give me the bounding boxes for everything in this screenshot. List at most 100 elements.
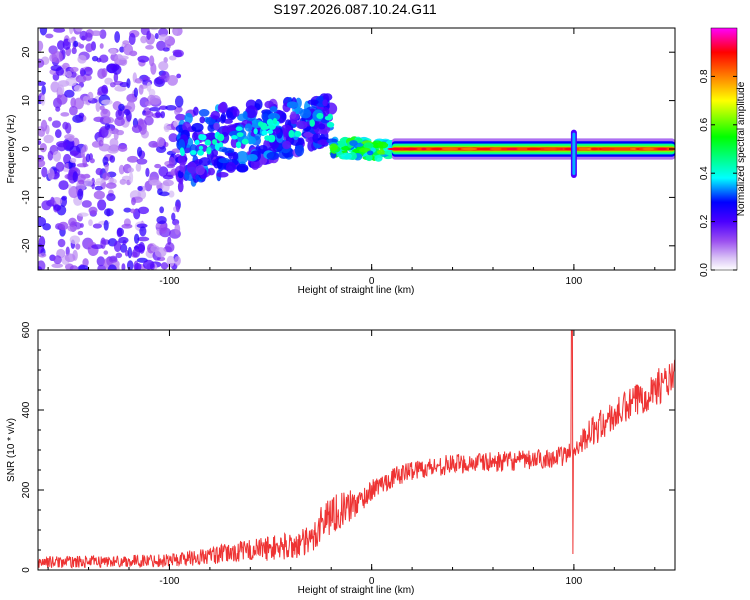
spectrogram-blob xyxy=(99,29,107,40)
spectrogram-blob xyxy=(69,265,79,270)
spectrogram-blob xyxy=(144,110,154,118)
spectrogram-blob xyxy=(77,264,89,270)
spectrogram-blob xyxy=(158,166,169,177)
spectrogram-blob xyxy=(61,195,68,201)
spectrogram-blob xyxy=(45,33,54,39)
spectrogram-blob xyxy=(109,155,116,163)
spectrogram-blob xyxy=(51,263,64,269)
spectrogram-blob xyxy=(179,162,186,173)
tone-peak xyxy=(516,147,528,151)
spectrogram-blob xyxy=(119,46,125,53)
spectrogram-blob xyxy=(54,129,62,139)
spectrogram-peak xyxy=(257,121,264,127)
spectrogram-blob xyxy=(96,256,106,267)
spectrogram-blob xyxy=(322,93,333,101)
spectrogram-blob xyxy=(82,258,89,267)
spectrogram-blob xyxy=(99,43,104,49)
spectrogram-blob xyxy=(69,66,79,73)
spectrogram-blob xyxy=(138,241,146,254)
spectrogram-blob xyxy=(365,153,373,162)
spectrogram-blob xyxy=(78,179,85,185)
spectrogram-blob xyxy=(154,33,159,40)
spectrogram-blob xyxy=(247,136,256,145)
spectrogram-peak xyxy=(309,119,315,127)
spectrogram-blob xyxy=(290,111,297,119)
spectrogram-blob xyxy=(168,190,175,198)
spectrogram-peak xyxy=(267,134,276,143)
spectrogram-blob xyxy=(87,91,94,101)
spectrogram-blob xyxy=(56,40,65,51)
spectrogram-blob xyxy=(297,137,305,146)
spectrogram-blob xyxy=(245,105,258,119)
spectrogram-blob xyxy=(146,30,151,40)
spectrogram-blob xyxy=(123,43,134,56)
spectrogram-blob xyxy=(218,157,230,164)
spectrogram-blob xyxy=(156,215,167,225)
spectrogram-blob xyxy=(50,64,63,72)
tone-peak xyxy=(600,147,615,151)
spectrogram-blob xyxy=(213,122,220,131)
spectrogram-blob xyxy=(349,140,358,147)
spectrogram-blob xyxy=(113,72,119,83)
spectrogram-blob xyxy=(242,110,248,119)
spectrogram-blob xyxy=(99,126,109,138)
spectrogram-blob xyxy=(149,28,159,31)
spectrogram-peak xyxy=(316,112,324,120)
spectrogram-peak xyxy=(294,130,302,138)
spectrogram-blob xyxy=(184,112,193,124)
spectrogram-blob xyxy=(114,116,125,127)
spectrogram-blob xyxy=(117,145,128,152)
spectrogram-peak xyxy=(235,141,242,149)
spectrogram-blob xyxy=(126,260,134,270)
spectrogram-blob xyxy=(82,74,92,81)
spectrogram-blob xyxy=(105,182,117,189)
spectrogram-blob xyxy=(158,191,170,197)
spectrogram-blob xyxy=(119,178,127,185)
spectrogram-blob xyxy=(158,34,169,41)
figure-title: S197.2026.087.10.24.G11 xyxy=(273,1,436,17)
spectrogram-blob xyxy=(146,81,152,92)
spectrogram-blob xyxy=(71,47,77,55)
spectrogram-blob xyxy=(136,146,143,157)
spectrogram-blob xyxy=(69,105,78,116)
spectrogram-blob xyxy=(318,123,326,130)
snr-series-line xyxy=(38,330,675,569)
spectrogram-peak xyxy=(212,139,218,145)
spectrogram-blob xyxy=(223,118,233,124)
spectrogram-blob xyxy=(113,240,122,253)
spectrogram-blob xyxy=(268,112,281,121)
spectrogram-blob xyxy=(65,122,72,134)
spectrogram-blob xyxy=(167,236,172,245)
spectrogram-blob xyxy=(102,172,111,181)
tone-peak xyxy=(420,147,427,151)
spectrogram-blob xyxy=(38,252,47,258)
spectrogram-blob xyxy=(97,91,102,96)
spectrogram-blob xyxy=(171,212,176,221)
spectrogram-blob xyxy=(94,185,103,191)
spectrogram-blob xyxy=(109,256,118,263)
spectrogram-plot-area xyxy=(38,28,675,270)
spectrogram-blob xyxy=(232,151,239,161)
spectrogram-blob xyxy=(137,55,150,63)
spectrogram-blob xyxy=(145,45,154,50)
spectrogram-blob xyxy=(173,49,184,58)
snr-y-label: SNR (10 * v/v) xyxy=(6,418,17,482)
spectrogram-peak xyxy=(288,129,295,138)
tone-peak xyxy=(431,147,445,151)
spectrogram-blob xyxy=(165,104,177,111)
spectrogram-blob xyxy=(191,122,204,133)
spectrogram-blob xyxy=(67,224,78,232)
spectrogram-blob xyxy=(159,206,165,214)
spectrogram-blob xyxy=(102,108,108,115)
spectrogram-blob xyxy=(134,262,142,270)
tone-peak xyxy=(642,147,655,151)
spectrogram-blob xyxy=(244,123,253,132)
spectrogram-blob xyxy=(84,179,93,187)
spectrogram-blob xyxy=(123,207,132,213)
spectrogram-blob xyxy=(128,171,134,184)
spectrogram-blob xyxy=(85,43,94,53)
spectrogram-blob xyxy=(73,40,79,48)
spectrogram-blob xyxy=(114,31,121,43)
spectrogram-blob xyxy=(144,101,152,106)
